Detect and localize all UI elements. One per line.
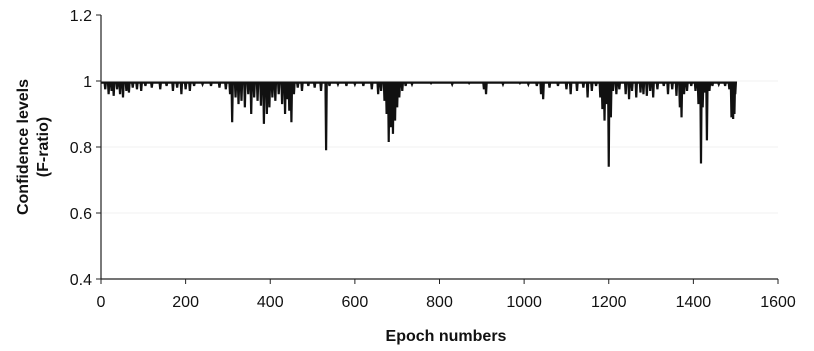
x-tick-labels: 0 200 400 600 800 1000 1200 1400 1600 [97,294,796,311]
y-axis-title: Confidence levels (F-ratio) [15,79,52,215]
gridlines [101,80,778,214]
y-tick-label: 0.6 [70,206,92,223]
y-tick-label: 0.4 [70,272,92,289]
x-tick-label: 0 [97,294,106,311]
x-tick-label: 600 [342,294,369,311]
x-tick-label: 400 [257,294,284,311]
x-tick-label: 1600 [760,294,796,311]
y-tick-label: 1.2 [70,8,92,25]
x-axis-title: Epoch numbers [386,328,507,345]
y-tick-label: 1 [83,74,92,91]
series-line [101,81,738,167]
axes [96,14,779,284]
series [101,81,738,167]
y-axis-title-line-2: (F-ratio) [35,117,52,177]
x-tick-label: 1000 [506,294,542,311]
y-tick-label: 0.8 [70,140,92,157]
y-axis-title-line-1: Confidence levels [15,79,32,215]
x-tick-label: 200 [172,294,199,311]
x-tick-label: 800 [426,294,453,311]
x-tick-label: 1400 [676,294,712,311]
y-tick-labels: 0.4 0.6 0.8 1 1.2 [70,8,92,289]
x-tick-label: 1200 [591,294,627,311]
